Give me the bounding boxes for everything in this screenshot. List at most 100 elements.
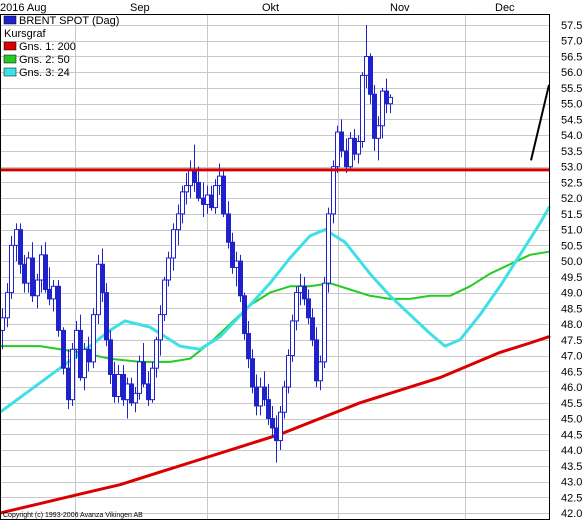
legend-swatch-3	[3, 54, 17, 64]
candle-67	[282, 380, 287, 419]
legend-swatch-0	[3, 15, 17, 25]
candle-81	[339, 119, 344, 158]
candle-77	[322, 276, 327, 369]
candle-70	[294, 286, 299, 331]
candle-body-8	[35, 279, 40, 297]
y-tick-label-27: 55.5	[561, 83, 582, 95]
candle-body-90	[376, 125, 381, 139]
candle-body-1	[5, 292, 10, 319]
candle-69	[290, 314, 295, 362]
candle-80	[335, 125, 340, 173]
candle-body-2	[9, 244, 14, 294]
candle-2	[9, 235, 14, 299]
y-tick-label-4: 44.0	[561, 445, 582, 457]
candle-body-66	[278, 411, 283, 442]
candle-31	[133, 387, 138, 413]
candle-75	[314, 327, 319, 388]
candle-body-15	[66, 367, 71, 401]
candle-body-76	[318, 361, 323, 382]
candle-body-51	[217, 175, 222, 187]
candle-body-48	[205, 194, 210, 205]
candle-body-61	[258, 386, 263, 407]
candle-66	[278, 405, 283, 451]
candle-body-47	[201, 197, 206, 205]
legend-label-0: BRENT SPOT (Dag)	[19, 15, 119, 27]
legend-label-1: Kursgraf	[4, 28, 47, 40]
candle-body-77	[322, 282, 327, 363]
candle-body-50	[213, 185, 218, 209]
candle-19	[82, 342, 87, 391]
candle-56	[238, 254, 243, 303]
candle-50	[213, 179, 218, 214]
candle-32	[137, 355, 142, 400]
candle-20	[86, 336, 91, 372]
candle-body-55	[234, 260, 239, 268]
y-tick-label-9: 46.5	[561, 366, 582, 378]
candle-body-57	[242, 295, 247, 335]
candle-74	[310, 308, 315, 347]
y-tick-label-1: 42.5	[561, 492, 582, 504]
copyright-text: Copyright (c) 1993-2006 Avanza Vikingen …	[3, 512, 143, 519]
candle-68	[286, 349, 291, 394]
candle-body-28	[121, 373, 126, 401]
trend-line-mark	[530, 84, 550, 161]
candle-body-42	[180, 191, 185, 215]
candle-body-17	[74, 329, 79, 350]
candle-53	[226, 201, 231, 249]
candle-body-45	[192, 169, 197, 183]
x-tick-label-4: Dec	[495, 2, 515, 14]
candle-43	[184, 172, 189, 205]
candle-37	[158, 305, 163, 356]
candle-body-33	[141, 361, 146, 385]
y-tick-label-12: 48.0	[561, 319, 582, 331]
x-tick-label-0: 2016 Aug	[0, 2, 47, 14]
candle-body-69	[290, 320, 295, 357]
candle-body-68	[286, 355, 291, 388]
candles	[0, 25, 393, 463]
candle-body-3	[14, 229, 19, 246]
candle-body-80	[335, 131, 340, 168]
y-tick-label-29: 56.5	[561, 51, 582, 63]
ma200-line	[0, 335, 551, 515]
candle-body-7	[30, 257, 35, 297]
candle-body-79	[331, 166, 336, 215]
candle-body-74	[310, 317, 315, 341]
candle-body-88	[368, 55, 373, 95]
candle-93	[388, 94, 393, 114]
candle-body-89	[372, 93, 377, 139]
candle-body-81	[339, 131, 344, 152]
candle-body-54	[230, 241, 235, 268]
candle-body-92	[384, 90, 389, 105]
candle-85	[356, 135, 361, 164]
y-tick-label-3: 43.5	[561, 461, 582, 473]
candle-76	[318, 355, 323, 391]
legend-label-3: Gns. 2: 50	[19, 54, 70, 66]
candle-21	[91, 308, 96, 369]
candle-78	[326, 207, 331, 293]
y-tick-label-0: 42.0	[561, 508, 582, 520]
candle-body-60	[254, 386, 259, 407]
candle-body-58	[246, 333, 251, 360]
candle-body-85	[356, 140, 361, 155]
y-tick-label-11: 47.5	[561, 335, 582, 347]
legend-label-2: Gns. 1: 200	[19, 41, 76, 53]
candle-body-9	[39, 254, 44, 281]
candle-body-20	[86, 348, 91, 363]
candle-body-71	[298, 285, 303, 294]
y-tick-label-22: 53.0	[561, 162, 582, 174]
candle-body-41	[176, 213, 181, 231]
y-tick-label-25: 54.5	[561, 114, 582, 126]
x-tick-label-2: Okt	[262, 2, 279, 14]
candle-body-10	[43, 254, 48, 290]
candle-16	[70, 342, 75, 406]
candle-body-23	[100, 263, 105, 294]
y-tick-label-8: 46.0	[561, 382, 582, 394]
candle-14	[61, 327, 66, 375]
candle-body-5	[22, 263, 27, 284]
candle-body-91	[380, 90, 385, 127]
y-tick-label-31: 57.5	[561, 20, 582, 32]
candle-body-14	[61, 329, 66, 369]
candle-body-24	[104, 292, 109, 341]
y-tick-label-21: 52.5	[561, 177, 582, 189]
ma24-line	[0, 206, 551, 414]
